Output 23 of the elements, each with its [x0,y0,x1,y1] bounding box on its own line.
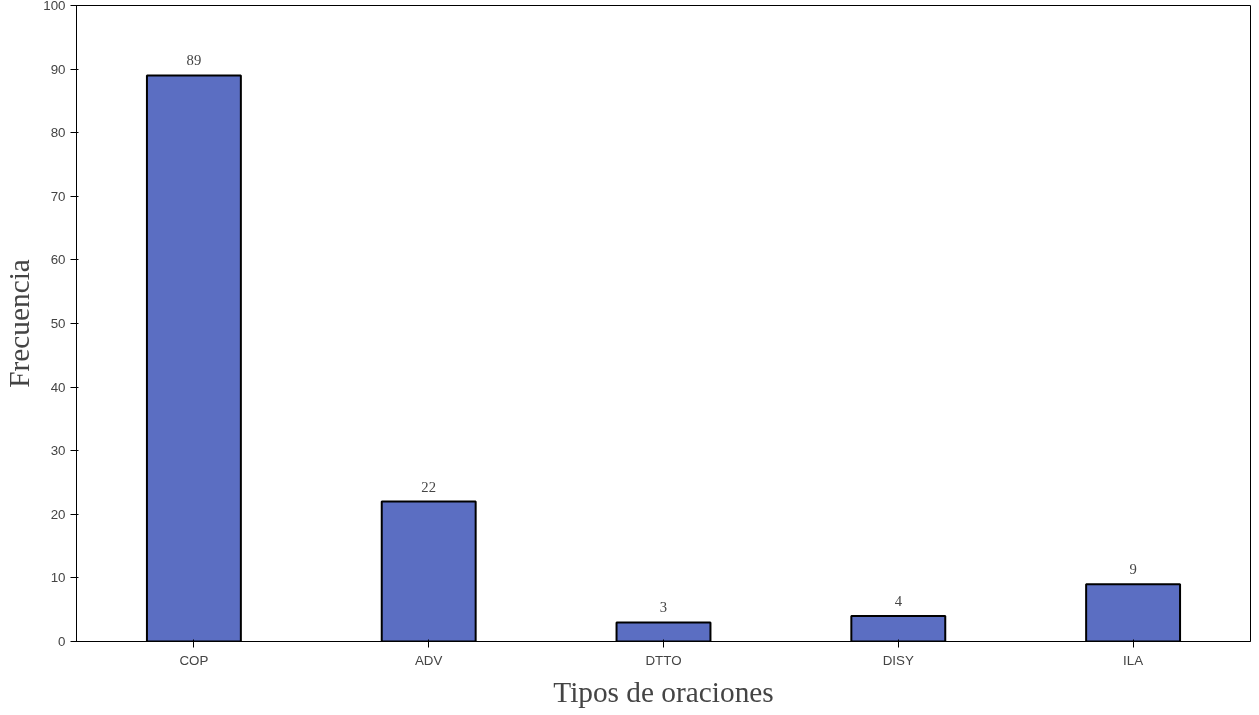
y-tick-label: 60 [50,252,66,268]
y-tick-label: 70 [50,188,66,204]
y-tick-label: 100 [43,0,66,13]
y-tick-label: 10 [50,570,66,586]
data-label: 4 [894,593,903,610]
y-tick-label: 0 [58,634,66,649]
y-tick-label: 50 [50,316,66,331]
y-tick-label: 30 [50,443,66,459]
y-axis-title: Frecuencia [3,259,36,388]
x-tick-label: DTTO [645,652,682,668]
data-label: 89 [186,52,202,69]
y-tick-label: 90 [50,61,66,77]
x-tick-label: ILA [1123,652,1144,668]
data-label: 3 [659,599,668,616]
x-tick-label: COP [179,652,209,668]
x-tick-label: DISY [882,652,914,668]
x-axis-title: Tipos de oraciones [553,675,774,708]
y-tick-label: 20 [50,506,66,522]
x-tick-label: ADV [415,652,443,668]
data-label: 22 [421,478,437,495]
data-label: 9 [1129,561,1137,578]
y-tick-label: 80 [50,125,66,141]
y-tick-label: 40 [50,379,66,395]
